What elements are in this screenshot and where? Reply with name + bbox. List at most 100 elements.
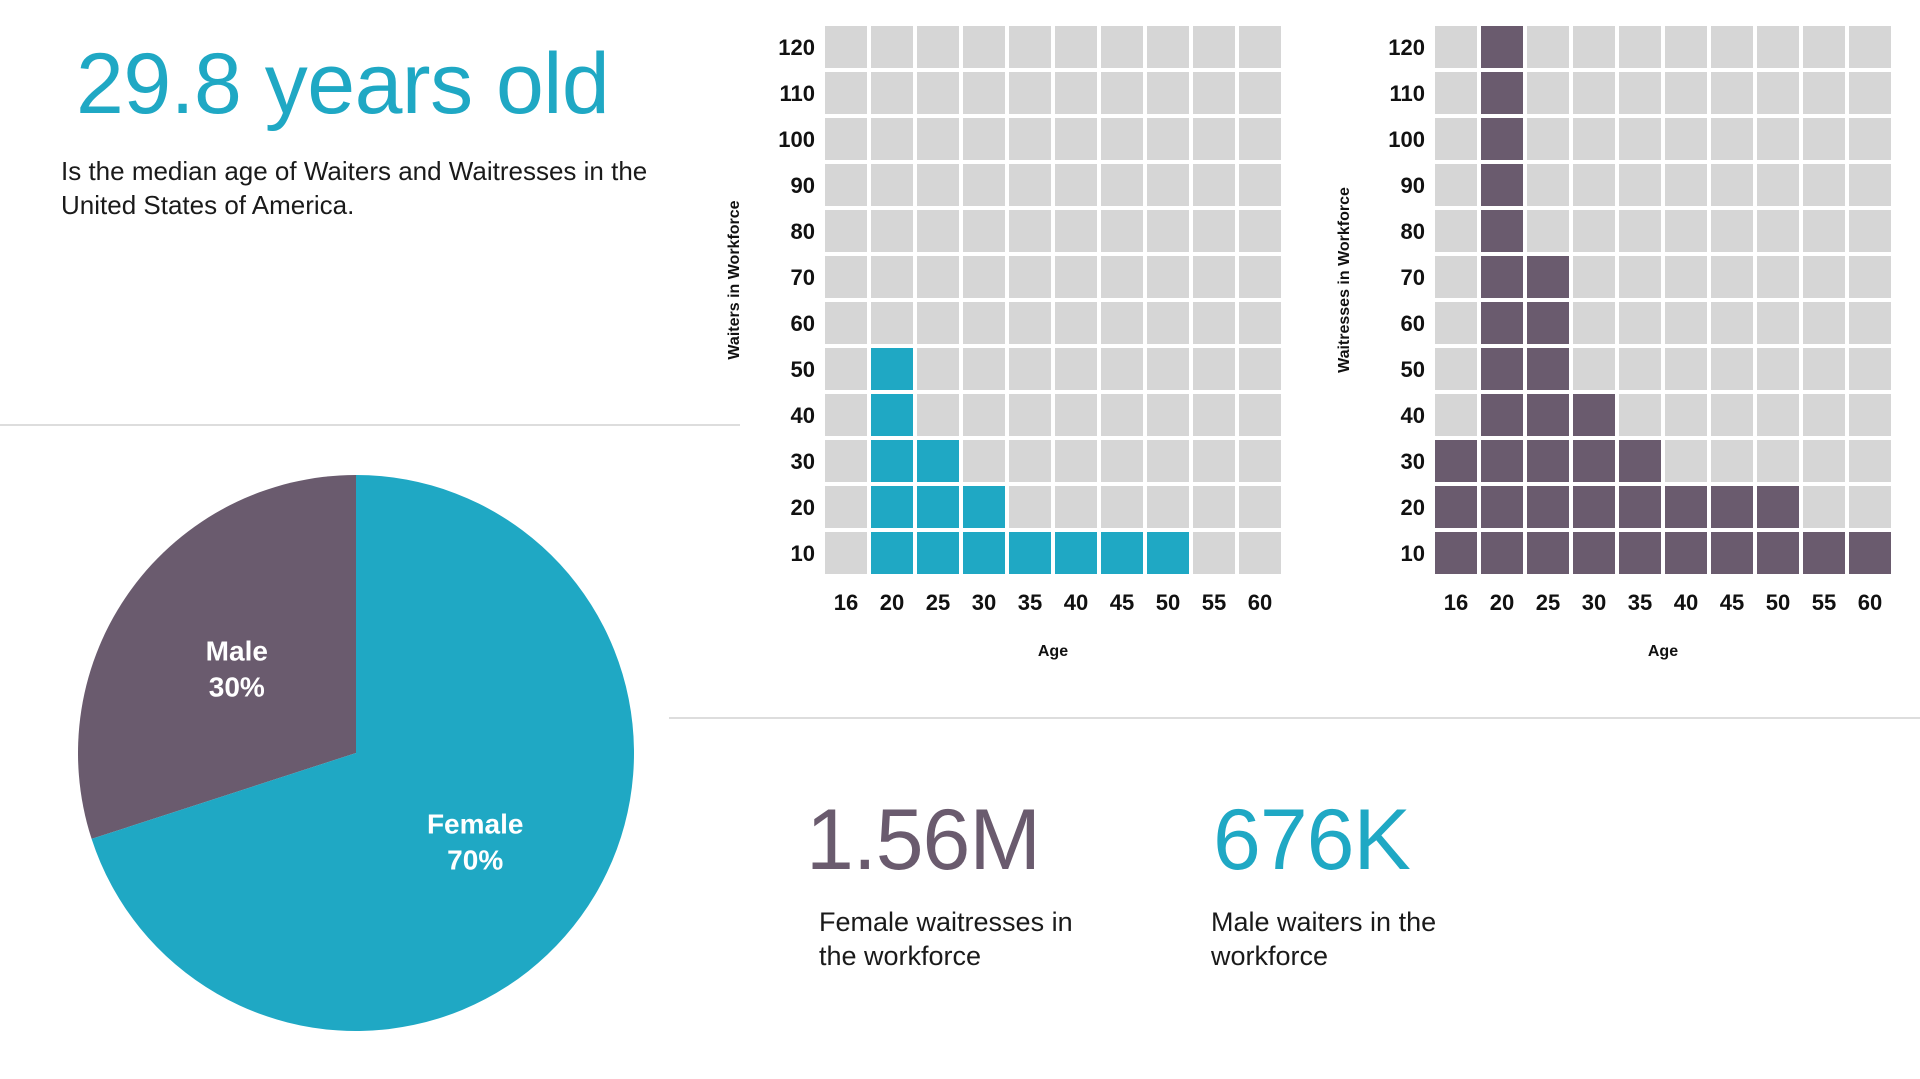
waiters-cell-empty xyxy=(1193,302,1235,344)
waiters-cell-empty xyxy=(1009,256,1051,298)
waiters-cell-empty xyxy=(1055,440,1097,482)
waitresses-cell-empty xyxy=(1849,440,1891,482)
waitresses-cell-filled xyxy=(1619,532,1661,574)
waitresses-x-tick: 35 xyxy=(1628,590,1652,615)
waiters-cell-empty xyxy=(1239,256,1281,298)
waiters-cell-empty xyxy=(825,532,867,574)
waiters-cell-filled xyxy=(917,486,959,528)
waitresses-cell-empty xyxy=(1435,210,1477,252)
waiters-y-tick: 20 xyxy=(791,495,815,520)
waitresses-cell-empty xyxy=(1435,348,1477,390)
waitresses-cell-filled xyxy=(1481,440,1523,482)
waiters-cell-empty xyxy=(1101,72,1143,114)
waitresses-cell-empty xyxy=(1665,302,1707,344)
waiters-x-tick: 16 xyxy=(834,590,858,615)
waiters-cell-filled xyxy=(871,440,913,482)
waitresses-cell-filled xyxy=(1527,532,1569,574)
waiters-y-axis-title: Waiters in Workforce xyxy=(726,200,743,359)
waitresses-cell-empty xyxy=(1573,26,1615,68)
waitresses-cell-filled xyxy=(1527,486,1569,528)
waiters-cell-empty xyxy=(1009,348,1051,390)
waitresses-x-tick: 45 xyxy=(1720,590,1744,615)
waiters-cell-empty xyxy=(1147,210,1189,252)
waiters-cell-empty xyxy=(1009,210,1051,252)
waiters-cell-empty xyxy=(825,486,867,528)
waitresses-cell-empty xyxy=(1573,164,1615,206)
waitresses-x-tick: 25 xyxy=(1536,590,1560,615)
waiters-cell-empty xyxy=(1009,118,1051,160)
waiters-y-tick: 50 xyxy=(791,357,815,382)
waiters-cell-empty xyxy=(825,72,867,114)
waitresses-x-tick: 55 xyxy=(1812,590,1836,615)
waiters-x-tick: 45 xyxy=(1110,590,1134,615)
waitresses-cell-empty xyxy=(1757,164,1799,206)
waitresses-cell-filled xyxy=(1435,532,1477,574)
waiters-x-axis-title: Age xyxy=(1038,643,1068,660)
waitresses-cell-empty xyxy=(1665,440,1707,482)
waitresses-cell-empty xyxy=(1711,26,1753,68)
waiters-cell-empty xyxy=(1009,302,1051,344)
waiters-cell-empty xyxy=(1239,348,1281,390)
waiters-cell-empty xyxy=(1009,26,1051,68)
waiters-y-tick: 70 xyxy=(791,265,815,290)
waitresses-cell-filled xyxy=(1527,440,1569,482)
waitresses-y-axis-title: Waitresses in Workforce xyxy=(1336,187,1353,373)
waitresses-cell-empty xyxy=(1803,348,1845,390)
waitresses-cell-empty xyxy=(1665,72,1707,114)
waitresses-cell-empty xyxy=(1573,118,1615,160)
waiters-cell-empty xyxy=(1239,302,1281,344)
waiters-cell-empty xyxy=(1101,256,1143,298)
waiters-cell-empty xyxy=(1239,118,1281,160)
waitresses-cell-filled xyxy=(1573,440,1615,482)
waitresses-cell-empty xyxy=(1849,26,1891,68)
waitresses-cell-empty xyxy=(1665,118,1707,160)
waiters-cell-empty xyxy=(1055,118,1097,160)
waiters-cell-empty xyxy=(1101,394,1143,436)
waiters-cell-filled xyxy=(917,532,959,574)
waitresses-cell-empty xyxy=(1573,256,1615,298)
waiters-x-tick: 25 xyxy=(926,590,950,615)
waitresses-cell-empty xyxy=(1527,72,1569,114)
waiters-y-tick: 40 xyxy=(791,403,815,428)
waiters-cell-empty xyxy=(1147,486,1189,528)
waitresses-cell-filled xyxy=(1527,348,1569,390)
waitresses-cell-empty xyxy=(1619,118,1661,160)
waitresses-cell-empty xyxy=(1619,210,1661,252)
waiters-cell-filled xyxy=(963,532,1005,574)
waitresses-x-tick: 16 xyxy=(1444,590,1468,615)
waitresses-x-tick: 30 xyxy=(1582,590,1606,615)
waiters-cell-filled xyxy=(1009,532,1051,574)
waitresses-cell-empty xyxy=(1711,302,1753,344)
waiters-cell-empty xyxy=(825,256,867,298)
waitresses-cell-filled xyxy=(1711,486,1753,528)
pie-slice-male xyxy=(77,475,356,839)
waitresses-cell-filled xyxy=(1481,210,1523,252)
waitresses-cell-filled xyxy=(1573,532,1615,574)
median-age-description: Is the median age of Waiters and Waitres… xyxy=(61,156,648,220)
waitresses-cell-empty xyxy=(1757,118,1799,160)
waitresses-cell-empty xyxy=(1573,72,1615,114)
waitresses-cell-empty xyxy=(1849,486,1891,528)
waitresses-cell-empty xyxy=(1711,394,1753,436)
waiters-cell-empty xyxy=(917,26,959,68)
waitresses-cell-empty xyxy=(1849,164,1891,206)
waiters-cell-empty xyxy=(1055,394,1097,436)
waiters-x-tick: 60 xyxy=(1248,590,1272,615)
waiters-cell-empty xyxy=(1193,348,1235,390)
waitresses-cell-filled xyxy=(1711,532,1753,574)
waitresses-cell-empty xyxy=(1435,164,1477,206)
waitresses-cell-empty xyxy=(1619,72,1661,114)
waitresses-cell-filled xyxy=(1619,440,1661,482)
waiters-cell-empty xyxy=(1101,26,1143,68)
waitresses-y-tick: 110 xyxy=(1390,81,1426,106)
waiters-cell-filled xyxy=(1055,532,1097,574)
waiters-y-tick: 120 xyxy=(778,35,815,60)
waitresses-cell-filled xyxy=(1573,486,1615,528)
waiters-cell-empty xyxy=(1055,302,1097,344)
waiters-cell-empty xyxy=(1239,164,1281,206)
waiters-cell-filled xyxy=(871,486,913,528)
waitresses-x-tick: 60 xyxy=(1858,590,1882,615)
waiters-cell-empty xyxy=(917,210,959,252)
waitresses-cell-empty xyxy=(1527,26,1569,68)
waiters-cell-empty xyxy=(963,118,1005,160)
